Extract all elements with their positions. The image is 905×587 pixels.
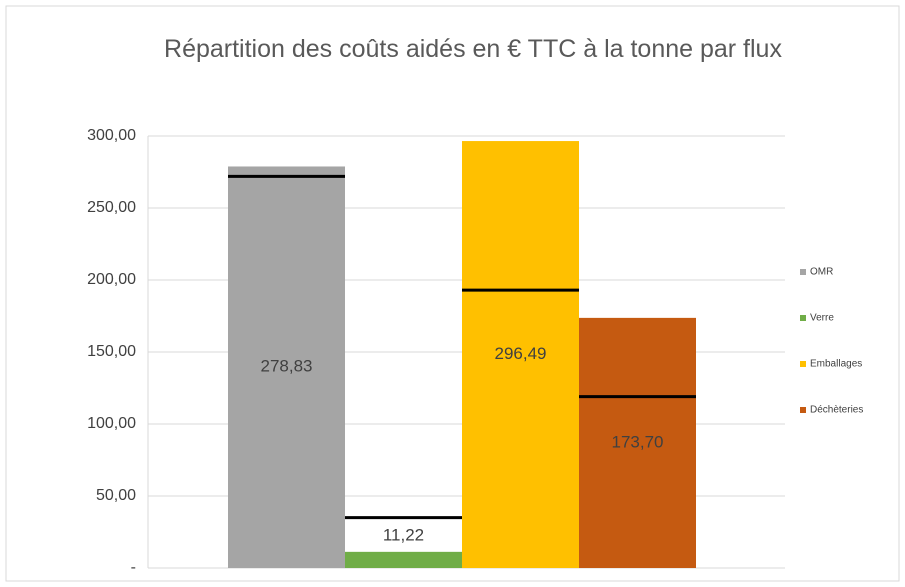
y-tick-label: 300,00 xyxy=(87,127,136,144)
y-tick-label: 200,00 xyxy=(87,271,136,288)
bar xyxy=(228,166,345,568)
bar xyxy=(462,141,579,569)
legend-label: Déchèteries xyxy=(810,405,863,416)
legend-label: Emballages xyxy=(810,359,862,370)
y-tick-label: 150,00 xyxy=(87,343,136,360)
data-label: 278,83 xyxy=(261,357,313,376)
chart-frame xyxy=(5,5,900,582)
legend-swatch xyxy=(800,407,806,413)
legend-label: Verre xyxy=(810,313,834,324)
data-label: 296,49 xyxy=(495,344,547,363)
bar xyxy=(345,551,462,568)
bar xyxy=(579,317,696,568)
legend-swatch xyxy=(800,315,806,321)
legend-label: OMR xyxy=(810,267,833,278)
y-tick-label: 250,00 xyxy=(87,199,136,216)
data-label: 173,70 xyxy=(612,432,664,451)
y-tick-label: 100,00 xyxy=(87,415,136,432)
legend-swatch xyxy=(800,361,806,367)
legend-swatch xyxy=(800,269,806,275)
y-tick-label: - xyxy=(131,559,136,576)
chart-title: Répartition des coûts aidés en € TTC à l… xyxy=(164,35,782,63)
y-tick-label: 50,00 xyxy=(96,487,136,504)
data-label: 11,22 xyxy=(383,525,424,544)
